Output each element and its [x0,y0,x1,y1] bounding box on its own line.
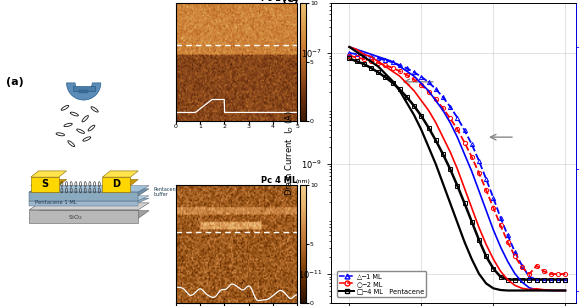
Title: (nm): (nm) [295,179,310,184]
Text: Pc 4 ML: Pc 4 ML [261,176,297,185]
Polygon shape [29,198,149,203]
Polygon shape [29,189,149,196]
Bar [73,86,94,91]
Text: (a): (a) [6,77,24,88]
Bar [102,177,130,192]
Polygon shape [29,211,149,218]
Polygon shape [31,171,67,177]
Polygon shape [102,180,138,186]
Wedge shape [67,83,101,100]
Bar [79,90,89,93]
Bar [29,200,138,206]
Bar [31,177,58,192]
Polygon shape [29,203,149,210]
Text: SiO$_2$: SiO$_2$ [68,213,83,222]
Text: (c): (c) [283,0,299,4]
Text: D: D [112,179,120,189]
Text: S: S [41,179,48,189]
Text: Pc 1 ML: Pc 1 ML [261,0,297,3]
Legend: △─1 ML, ○─2 ML, □─4 ML   Pentacene: △─1 ML, ○─2 ML, □─4 ML Pentacene [337,271,426,297]
Polygon shape [31,180,67,186]
Y-axis label: Drain Current  I$_D$ (A): Drain Current I$_D$ (A) [284,110,296,196]
Polygon shape [29,186,149,192]
Bar [29,210,138,223]
Text: Pentacene
buffer: Pentacene buffer [154,187,179,197]
Bar [29,192,138,200]
Text: Pentacene 1 ML: Pentacene 1 ML [35,200,76,205]
Polygon shape [102,171,138,177]
Polygon shape [29,196,149,200]
